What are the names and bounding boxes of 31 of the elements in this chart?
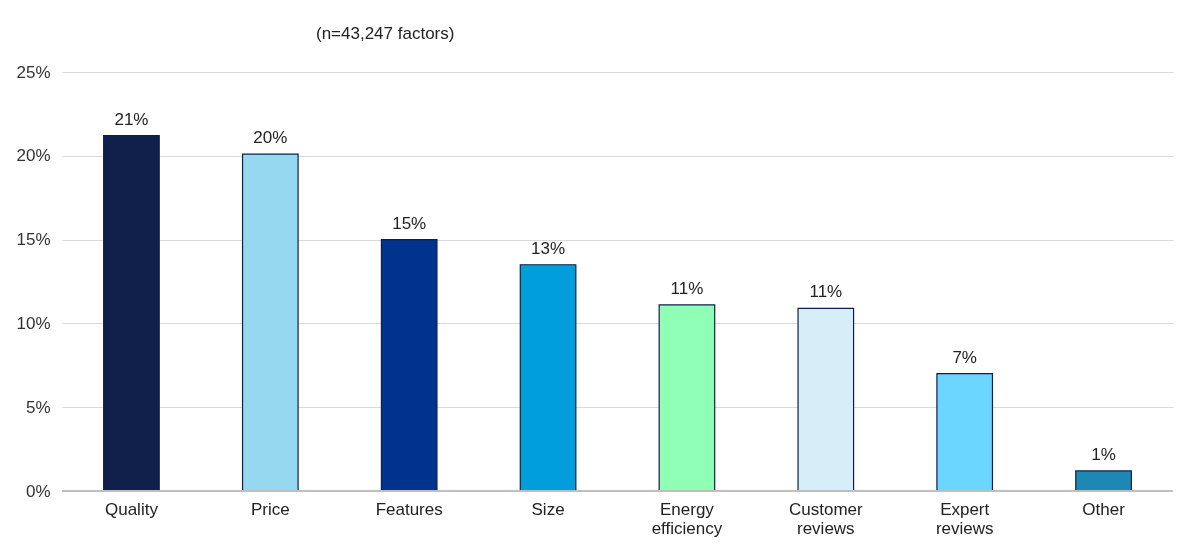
x-tick-label: Quality (104, 499, 159, 519)
x-tick-label: Size (531, 499, 565, 519)
data-label: 1% (1091, 444, 1116, 464)
x-tick-label: Energy efficiency (651, 499, 723, 538)
bar (1075, 470, 1132, 492)
x-tick-label: Expert reviews (935, 499, 994, 538)
bar (103, 135, 160, 492)
data-label: 11% (809, 282, 843, 302)
bar (797, 307, 855, 492)
data-label: 15% (392, 213, 427, 233)
bar (241, 153, 299, 492)
bar (519, 264, 577, 492)
y-tick-label: 25% (16, 62, 51, 82)
bar (658, 304, 716, 492)
data-label: 21% (114, 109, 149, 129)
y-tick-label: 10% (16, 313, 51, 333)
y-tick-label: 0% (25, 481, 51, 501)
data-label: 13% (531, 238, 566, 258)
x-tick-label: Price (250, 499, 290, 519)
x-tick-label: Features (375, 499, 443, 519)
bar (936, 373, 994, 492)
data-label: 11% (670, 278, 704, 298)
y-tick-label: 5% (25, 397, 51, 417)
x-tick-label: Other (1082, 499, 1126, 519)
chart-subtitle: (n=43,247 factors) (315, 24, 455, 43)
data-label: 20% (253, 128, 288, 148)
data-label: 7% (952, 347, 977, 367)
y-tick-label: 15% (16, 230, 51, 250)
x-tick-label: Customer reviews (788, 499, 863, 538)
y-tick-label: 20% (16, 146, 51, 166)
bar (380, 239, 438, 492)
